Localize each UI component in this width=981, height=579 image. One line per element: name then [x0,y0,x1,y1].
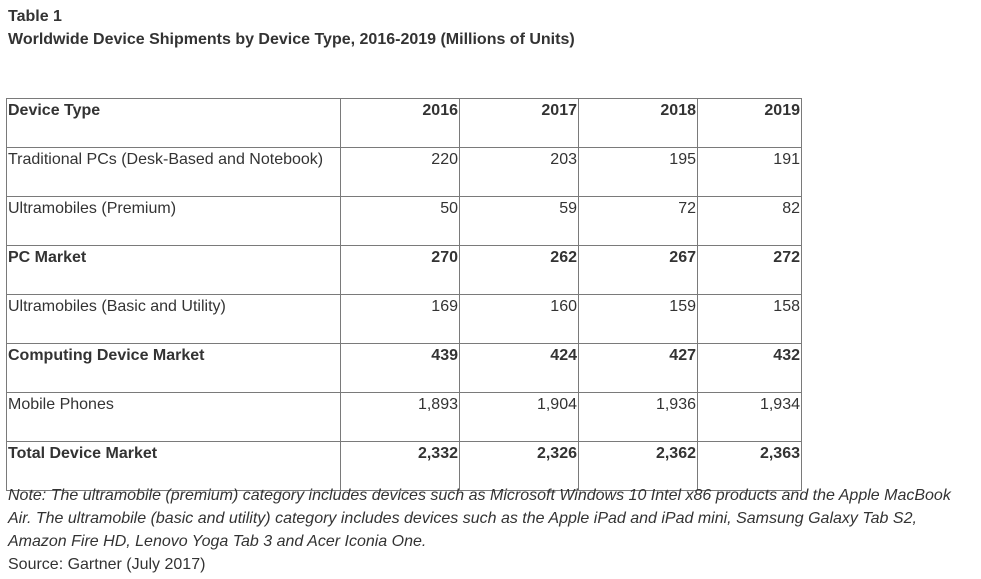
cell-2017: 1,904 [459,392,579,442]
table-number: Table 1 [8,8,62,25]
header-2018: 2018 [578,98,698,148]
source-text: Source: Gartner (July 2017) [8,556,206,573]
cell-2016: 169 [340,294,460,344]
cell-2016: 270 [340,245,460,295]
cell-2018: 1,936 [578,392,698,442]
cell-2019: 272 [697,245,802,295]
cell-2018: 159 [578,294,698,344]
cell-2019: 158 [697,294,802,344]
table-caption: Table 1 Worldwide Device Shipments by De… [8,5,575,51]
cell-2016: 439 [340,343,460,393]
row-label: Ultramobiles (Basic and Utility) [6,294,341,344]
table-row: PC Market 270 262 267 272 [6,245,802,295]
cell-2019: 2,363 [697,441,802,491]
note-text: Note: The ultramobile (premium) category… [8,487,951,550]
cell-2017: 59 [459,196,579,246]
table-header-row: Device Type 2016 2017 2018 2019 [6,98,802,148]
cell-2016: 1,893 [340,392,460,442]
cell-2016: 50 [340,196,460,246]
cell-2018: 195 [578,147,698,197]
table-title: Worldwide Device Shipments by Device Typ… [8,31,575,48]
cell-2017: 203 [459,147,579,197]
cell-2019: 1,934 [697,392,802,442]
header-device-type: Device Type [6,98,341,148]
device-shipments-table: Device Type 2016 2017 2018 2019 Traditio… [6,98,802,491]
header-2016: 2016 [340,98,460,148]
cell-2018: 2,362 [578,441,698,491]
row-label: Total Device Market [6,441,341,491]
row-label: PC Market [6,245,341,295]
cell-2016: 2,332 [340,441,460,491]
table-row: Total Device Market 2,332 2,326 2,362 2,… [6,441,802,491]
row-label: Computing Device Market [6,343,341,393]
table-row: Computing Device Market 439 424 427 432 [6,343,802,393]
table-row: Mobile Phones 1,893 1,904 1,936 1,934 [6,392,802,442]
cell-2016: 220 [340,147,460,197]
cell-2018: 427 [578,343,698,393]
cell-2019: 191 [697,147,802,197]
table-row: Ultramobiles (Basic and Utility) 169 160… [6,294,802,344]
header-2017: 2017 [459,98,579,148]
table-note: Note: The ultramobile (premium) category… [8,484,978,576]
header-2019: 2019 [697,98,802,148]
cell-2018: 267 [578,245,698,295]
cell-2017: 424 [459,343,579,393]
cell-2019: 432 [697,343,802,393]
row-label: Traditional PCs (Desk-Based and Notebook… [6,147,341,197]
cell-2017: 262 [459,245,579,295]
cell-2018: 72 [578,196,698,246]
cell-2017: 160 [459,294,579,344]
row-label: Ultramobiles (Premium) [6,196,341,246]
cell-2019: 82 [697,196,802,246]
row-label: Mobile Phones [6,392,341,442]
table-row: Ultramobiles (Premium) 50 59 72 82 [6,196,802,246]
table-row: Traditional PCs (Desk-Based and Notebook… [6,147,802,197]
